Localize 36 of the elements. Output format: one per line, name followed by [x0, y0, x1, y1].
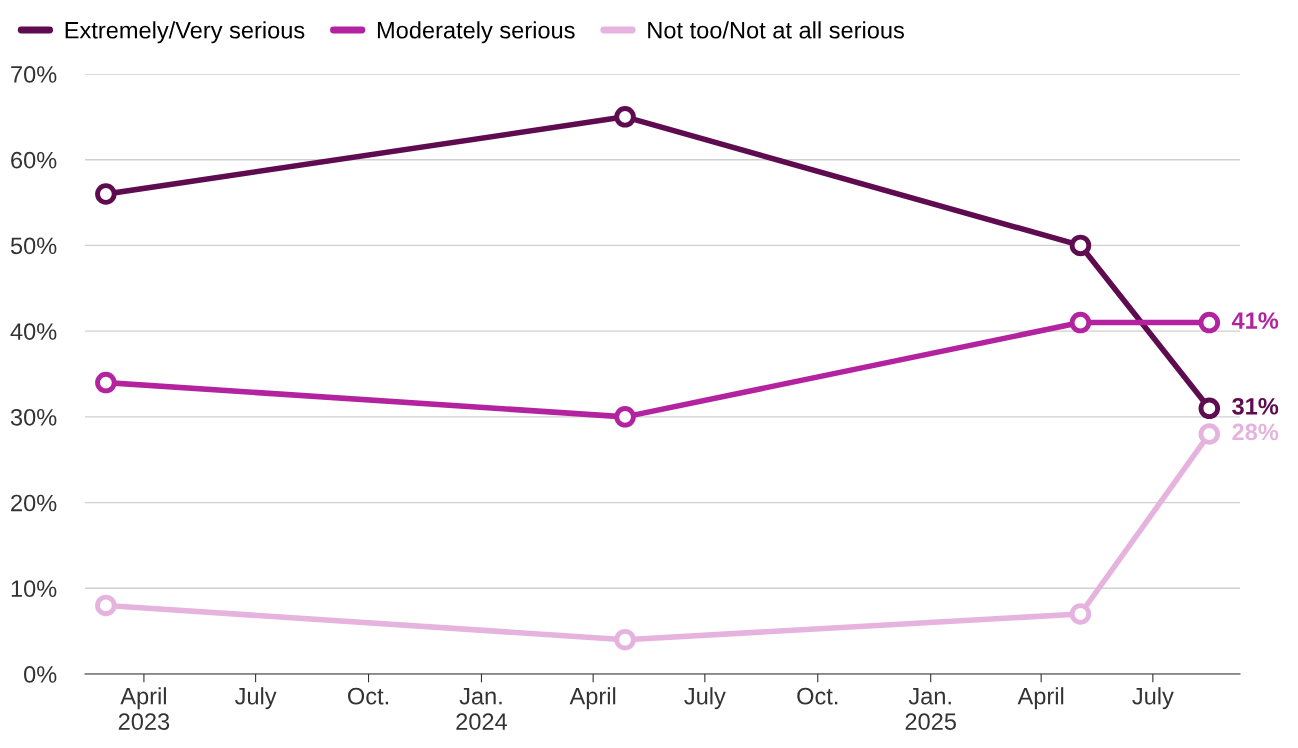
x-tick-label: July — [234, 687, 277, 710]
y-tick-label: 30% — [10, 408, 57, 426]
point — [1069, 234, 1092, 257]
x-tick-label: Jan. 2024 — [456, 688, 508, 730]
y-tick-label: 20% — [11, 494, 57, 512]
point — [95, 183, 117, 205]
legend-label: Moderately serious — [377, 21, 575, 44]
point — [1069, 603, 1092, 625]
x-tick-label: July — [684, 687, 726, 710]
point — [614, 628, 636, 651]
point — [614, 406, 636, 428]
legend-label: Not too/Not at all serious — [648, 21, 904, 39]
y-tick-label: 10% — [11, 580, 57, 598]
x-tick-label: Oct. — [797, 687, 838, 705]
y-tick-label: 40% — [10, 323, 57, 340]
point — [95, 371, 117, 394]
data-label: 31% — [1232, 397, 1279, 415]
point — [614, 106, 636, 128]
legend-label: Extremely/Very serious — [65, 21, 305, 44]
x-tick-label: Oct. — [348, 687, 389, 705]
data-label: 28% — [1232, 423, 1279, 441]
point — [1198, 397, 1221, 420]
y-tick-label: 50% — [10, 237, 57, 255]
point — [1069, 311, 1092, 334]
data-label: 41% — [1231, 312, 1279, 329]
x-tick-label: Jan. 2025 — [905, 688, 956, 730]
y-tick-label: 60% — [11, 151, 57, 169]
y-tick-label: 70% — [11, 66, 57, 83]
x-tick-label: April — [1017, 687, 1064, 710]
point — [1198, 423, 1221, 445]
point — [1198, 311, 1221, 334]
x-tick-label: April 2023 — [118, 687, 170, 730]
x-tick-label: July — [1132, 687, 1174, 710]
point — [95, 594, 117, 617]
y-tick-label: 0% — [24, 666, 57, 683]
x-tick-label: April — [569, 687, 616, 710]
